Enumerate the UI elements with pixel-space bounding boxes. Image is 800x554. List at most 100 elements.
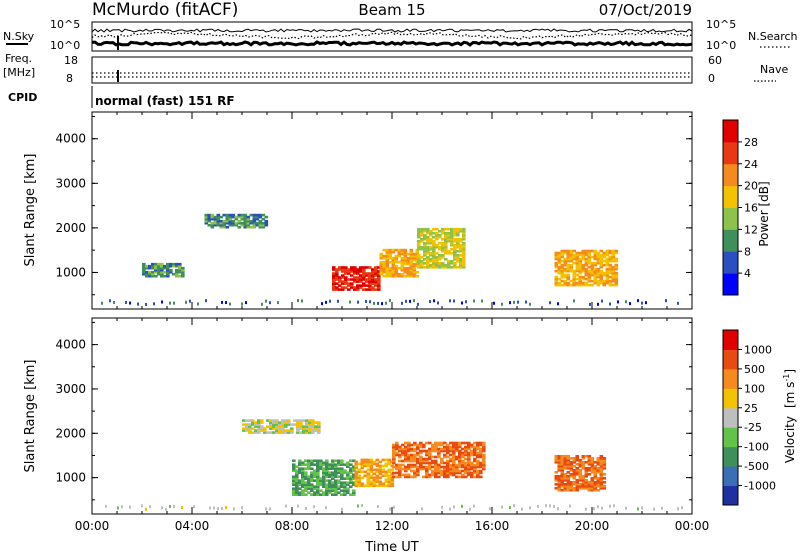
echo-cell (455, 445, 459, 449)
echo-cell (458, 449, 462, 453)
echo-cell (566, 273, 571, 277)
echo-cell (563, 475, 568, 478)
echo-cell (151, 262, 155, 266)
echo-cell (377, 301, 379, 305)
echo-cell (175, 268, 179, 272)
echo-cell (426, 241, 430, 245)
echo-cell (554, 277, 559, 281)
echo-cell (596, 267, 601, 271)
colorbar-swatch (723, 485, 738, 506)
colorbar-swatch (723, 330, 738, 350)
echo-cell (464, 441, 468, 445)
freq-tick-low: 8 (66, 72, 73, 85)
echo-cell (566, 265, 571, 269)
echo-cell (462, 229, 466, 233)
echo-cell (298, 461, 302, 465)
echo-cell (593, 507, 595, 511)
echo-cell (560, 267, 565, 271)
echo-cell (569, 475, 574, 478)
echo-cell (296, 423, 300, 426)
echo-cell (422, 445, 426, 449)
echo-cell (228, 215, 233, 219)
echo-cell (374, 270, 378, 273)
echo-cell (437, 449, 441, 453)
echo-cell (225, 505, 227, 509)
echo-cell (479, 463, 483, 467)
echo-cell (467, 467, 471, 471)
echo-cell (596, 488, 601, 492)
echo-cell (272, 423, 276, 426)
echo-cell (403, 258, 408, 262)
echo-cell (590, 459, 595, 462)
echo-cell (240, 221, 245, 225)
echo-cell (608, 259, 613, 263)
echo-cell (467, 453, 471, 457)
echo-cell (590, 461, 595, 464)
echo-cell (254, 421, 258, 424)
echo-cell (377, 280, 381, 283)
echo-cell (400, 264, 405, 268)
echo-cell (298, 471, 302, 474)
echo-cell (316, 463, 320, 466)
echo-cell (213, 221, 218, 225)
echo-cell (307, 487, 311, 490)
echo-cell (392, 453, 396, 457)
echo-cell (391, 264, 396, 268)
echo-cell (596, 257, 601, 261)
echo-cell (292, 479, 296, 482)
echo-cell (409, 258, 414, 262)
echo-cell (613, 504, 615, 508)
echo-cell (388, 248, 393, 252)
echo-cell (352, 469, 356, 472)
echo-cell (417, 260, 421, 263)
echo-cell (605, 277, 610, 281)
echo-cell (325, 493, 329, 496)
echo-cell (406, 262, 411, 266)
echo-cell (299, 425, 303, 428)
echo-cell (412, 274, 417, 278)
echo-cell (462, 243, 466, 247)
echo-cell (378, 460, 383, 464)
echo-cell (587, 459, 592, 462)
echo-cell (395, 453, 399, 457)
echo-cell (569, 265, 574, 269)
echo-cell (281, 421, 285, 424)
echo-cell (352, 465, 356, 468)
echo-cell (313, 463, 317, 466)
echo-cell (189, 299, 191, 303)
echo-cell (407, 473, 411, 477)
echo-cell (429, 245, 433, 249)
echo-cell (368, 284, 372, 287)
echo-cell (590, 481, 595, 484)
echo-cell (444, 239, 448, 243)
echo-cell (331, 471, 335, 474)
echo-cell (301, 483, 305, 486)
echo-cell (444, 243, 448, 247)
echo-cell (392, 447, 396, 451)
echo-cell (415, 250, 420, 254)
echo-cell (444, 237, 448, 241)
echo-cell (593, 279, 598, 283)
echo-cell (434, 461, 438, 465)
echo-cell (563, 259, 568, 263)
echo-cell (560, 251, 565, 255)
echo-cell (266, 419, 270, 422)
echo-cell (596, 479, 601, 482)
echo-cell (554, 455, 559, 458)
echo-cell (388, 266, 393, 270)
echo-cell (423, 247, 427, 251)
echo-cell (249, 213, 254, 217)
echo-cell (525, 300, 527, 304)
echo-cell (210, 213, 215, 217)
echo-cell (340, 477, 344, 480)
echo-cell (296, 421, 300, 424)
echo-cell (605, 251, 610, 255)
echo-cell (352, 481, 356, 484)
echo-cell (593, 461, 598, 464)
echo-cell (228, 221, 233, 225)
echo-cell (462, 245, 466, 249)
echo-cell (332, 286, 336, 289)
echo-cell (388, 254, 393, 258)
echo-cell (476, 441, 480, 445)
echo-cell (470, 473, 474, 477)
